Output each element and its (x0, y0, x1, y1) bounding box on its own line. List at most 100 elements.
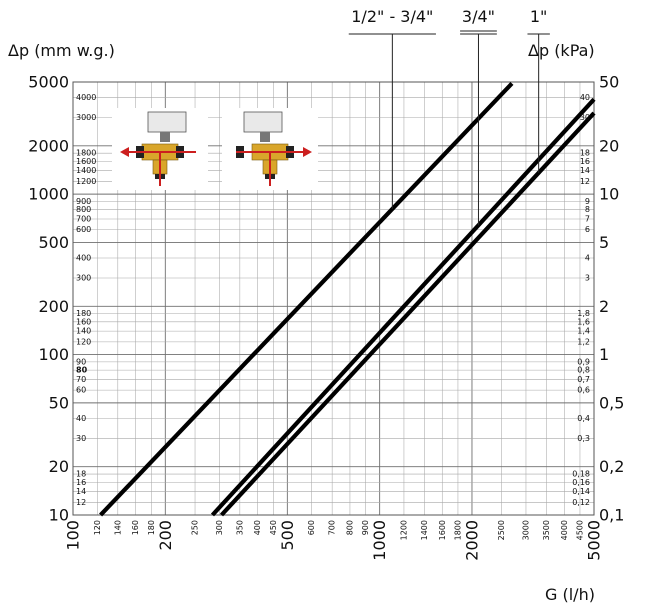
x-tick-label-major: 100 (64, 520, 83, 551)
y-right-tick-label-minor: 0,14 (572, 487, 590, 496)
x-tick-label-minor: 250 (191, 520, 200, 535)
y-left-tick-label-minor: 600 (76, 225, 91, 234)
y-right-tick-label-minor: 0,12 (572, 498, 590, 507)
y-left-tick-label-major: 200 (38, 297, 69, 316)
y-left-tick-label-minor: 14 (76, 487, 86, 496)
y-left-tick-label-minor: 400 (76, 253, 91, 262)
x-tick-label-minor: 2500 (497, 520, 506, 540)
x-tick-label-minor: 1400 (420, 520, 429, 540)
valve-icons (112, 108, 318, 190)
y-left-tick-label-minor: 1200 (76, 177, 96, 186)
y-left-tick-label-major: 2000 (28, 136, 69, 155)
y-left-tick-label-minor: 80 (76, 366, 88, 375)
y-left-tick-label-major: 500 (38, 233, 69, 252)
x-tick-label-major: 5000 (585, 520, 604, 561)
x-tick-label-minor: 1800 (453, 520, 462, 540)
y-left-tick-label-minor: 300 (76, 274, 91, 283)
x-tick-label-major: 2000 (462, 520, 481, 561)
y-left-tick-label-minor: 70 (76, 375, 86, 384)
y-left-tick-label-major: 5000 (28, 73, 69, 92)
y-right-tick-label-major: 0,5 (599, 393, 624, 412)
y-right-tick-label-major: 1 (599, 345, 609, 364)
y-right-tick-label-minor: 18 (580, 149, 590, 158)
y-right-tick-label-minor: 0,8 (577, 366, 590, 375)
series-label: 1/2" - 3/4" (351, 7, 433, 26)
x-tick-label-minor: 1200 (399, 520, 408, 540)
x-tick-label-minor: 4000 (560, 520, 569, 540)
y-right-tick-label-minor: 8 (585, 205, 590, 214)
x-tick-label-minor: 4500 (575, 520, 584, 540)
y-right-tick-label-minor: 0,18 (572, 470, 590, 479)
x-tick-label-minor: 700 (328, 520, 337, 535)
y-left-tick-label-minor: 1800 (76, 149, 96, 158)
y-left-tick-label-minor: 900 (76, 197, 91, 206)
y-right-tick-label-major: 0,1 (599, 506, 624, 525)
y-left-tick-label-minor: 90 (76, 357, 86, 366)
y-left-tick-label-minor: 12 (76, 498, 86, 507)
y-right-tick-label-major: 2 (599, 297, 609, 316)
y-right-tick-label-minor: 12 (580, 177, 590, 186)
x-tick-label-minor: 450 (269, 520, 278, 535)
y-left-tick-label-minor: 160 (76, 317, 91, 326)
x-tick-label-major: 500 (278, 520, 297, 551)
y-left-tick-label-major: 10 (49, 506, 69, 525)
y-left-tick-label-minor: 4000 (76, 93, 96, 102)
y-right-tick-label-minor: 1,6 (577, 317, 590, 326)
x-tick-label-minor: 900 (361, 520, 370, 535)
plot-frame (72, 81, 595, 516)
x-tick-label-minor: 800 (345, 520, 354, 535)
tick-labels: 120 140 160 180 250 300 350 400 450 600 700 800 900 1… (28, 73, 624, 561)
y-left-tick-label-minor: 18 (76, 470, 86, 479)
y-right-tick-label-minor: 0,16 (572, 478, 590, 487)
series-label: 3/4" (462, 7, 495, 26)
y-right-tick-label-minor: 1,2 (577, 337, 590, 346)
y-right-tick-label-minor: 7 (585, 214, 590, 223)
series-line (99, 81, 514, 517)
y-left-tick-label-minor: 700 (76, 214, 91, 223)
y-right-tick-label-minor: 0,4 (577, 414, 590, 423)
x-tick-label-major: 200 (156, 520, 175, 551)
y-left-tick-label-minor: 16 (76, 478, 86, 487)
x-tick-label-minor: 120 (93, 520, 102, 535)
x-tick-label-minor: 140 (113, 520, 122, 535)
x-tick-label-minor: 3000 (521, 520, 530, 540)
y-left-tick-label-minor: 3000 (76, 113, 96, 122)
y-axis-title-left: Δp (mm w.g.) (8, 41, 115, 60)
y-right-tick-label-minor: 0,9 (577, 357, 590, 366)
y-right-tick-label-major: 50 (599, 73, 619, 92)
x-tick-label-major: 1000 (370, 520, 389, 561)
series-labels: 1/2" - 3/4" 3/4" 1" (348, 7, 550, 226)
y-left-tick-label-minor: 30 (76, 434, 86, 443)
valve-flow-right-icon (222, 108, 318, 190)
y-right-tick-label-minor: 0,7 (577, 375, 590, 384)
y-right-tick-label-minor: 16 (580, 157, 590, 166)
x-tick-label-minor: 160 (131, 520, 140, 535)
x-tick-label-minor: 350 (235, 520, 244, 535)
y-right-tick-label-minor: 0,6 (577, 386, 590, 395)
x-tick-label-minor: 300 (215, 520, 224, 535)
y-right-tick-label-major: 5 (599, 233, 609, 252)
y-left-tick-label-minor: 1400 (76, 166, 96, 175)
series-line (219, 111, 596, 517)
y-right-tick-label-minor: 4 (585, 253, 590, 262)
x-tick-label-minor: 180 (147, 520, 156, 535)
y-right-tick-label-minor: 9 (585, 197, 590, 206)
y-left-tick-label-minor: 1600 (76, 157, 96, 166)
y-left-tick-label-minor: 60 (76, 386, 86, 395)
y-left-tick-label-minor: 140 (76, 327, 91, 336)
y-right-tick-label-minor: 1,8 (577, 309, 590, 318)
x-axis-title: G (l/h) (545, 585, 595, 604)
y-right-tick-label-minor: 0,3 (577, 434, 590, 443)
y-right-tick-label-minor: 6 (585, 225, 590, 234)
y-left-tick-label-minor: 800 (76, 205, 91, 214)
y-left-tick-label-major: 20 (49, 457, 69, 476)
y-right-tick-label-minor: 40 (580, 93, 590, 102)
y-left-tick-label-major: 1000 (28, 185, 69, 204)
series-line (210, 97, 596, 517)
y-left-tick-label-major: 50 (49, 393, 69, 412)
x-tick-label-minor: 3500 (542, 520, 551, 540)
y-axis-title-right: Δp (kPa) (528, 41, 595, 60)
y-right-tick-label-major: 20 (599, 136, 619, 155)
y-right-tick-label-major: 0,2 (599, 457, 624, 476)
